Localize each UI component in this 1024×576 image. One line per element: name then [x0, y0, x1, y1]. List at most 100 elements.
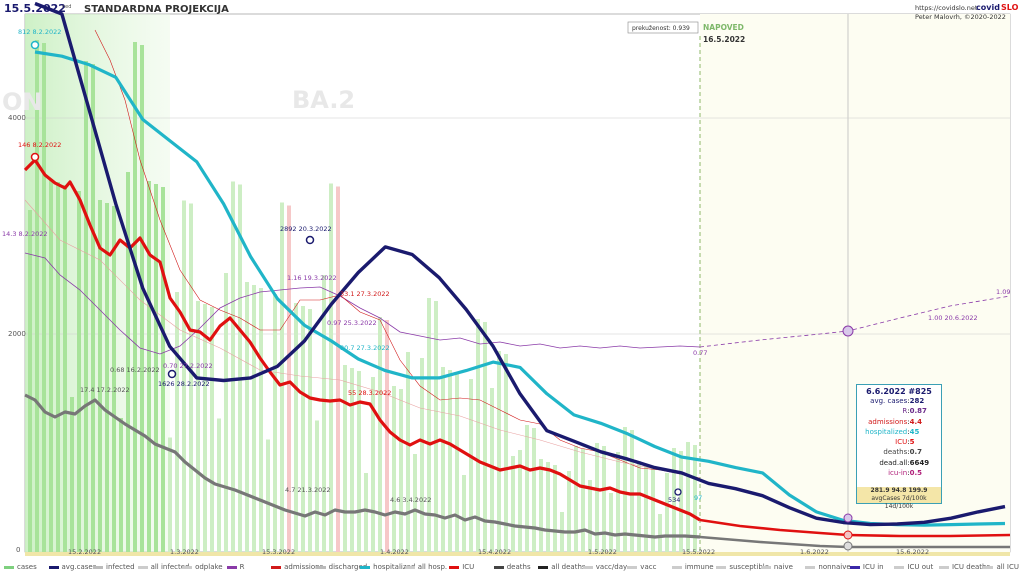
- case-bar: [686, 442, 690, 552]
- legend-item[interactable]: avg.cases: [48, 563, 96, 571]
- info-value: 0.5: [909, 469, 923, 478]
- case-bar: [140, 45, 144, 552]
- legend-item[interactable]: deaths: [493, 563, 531, 571]
- case-bar: [567, 471, 571, 552]
- legend-label: all infected: [150, 563, 190, 571]
- info-foot-label: avgCases 7d/100k 14d/100k: [871, 495, 927, 510]
- legend-item[interactable]: admissions: [271, 563, 323, 571]
- info-value: 6649: [909, 458, 930, 467]
- case-bar: [308, 309, 312, 552]
- legend-item[interactable]: infected: [93, 563, 135, 571]
- case-bar: [238, 184, 242, 552]
- case-bar: [294, 303, 298, 552]
- legend-swatch: [894, 565, 905, 569]
- annot-adm-peak: 33.1 27.3.2022: [340, 290, 390, 298]
- legend-label: ICU in: [862, 563, 884, 571]
- legend-item[interactable]: ICU deaths: [938, 563, 990, 571]
- annot-r-peak2: 1.16 19.3.2022: [287, 274, 337, 282]
- exceed-box: [627, 21, 699, 34]
- legend-item[interactable]: all deaths: [538, 563, 586, 571]
- x-tick-5: 1.5.2022: [588, 548, 617, 556]
- info-sep: :: [907, 458, 910, 467]
- case-bar: [147, 181, 151, 552]
- bg-left-label: ON: [2, 88, 43, 116]
- info-value: 5: [909, 438, 915, 447]
- annot-r-peak: 14.3 8.2.2022: [2, 230, 47, 238]
- x-tick-7: 1.6.2022: [800, 548, 829, 556]
- marker-cases-current: [674, 488, 682, 496]
- case-bar: [126, 172, 130, 552]
- case-bar: [693, 445, 697, 552]
- info-sep: :: [907, 469, 910, 478]
- annot-r-end: 1.09: [996, 288, 1010, 296]
- info-row: dead.all:6649: [857, 458, 941, 468]
- case-bar: [490, 388, 494, 552]
- case-bar: [301, 306, 305, 552]
- marker-cases-min: [167, 369, 177, 379]
- annot-icu-peak2: 55 28.3.2022: [348, 389, 391, 397]
- legend-item[interactable]: ICU out: [894, 563, 933, 571]
- info-foot-values: 281.9 94.8 199.9: [870, 487, 928, 494]
- info-title: 6.6.2022 #825: [866, 387, 932, 396]
- info-row: R:0.87: [857, 406, 941, 416]
- legend-swatch: [449, 565, 460, 569]
- legend-item[interactable]: ICU: [449, 563, 474, 571]
- case-bar: [196, 301, 200, 552]
- legend-item[interactable]: cases: [4, 563, 37, 571]
- legend-label: ICU out: [907, 563, 934, 571]
- case-bar: [504, 354, 508, 552]
- case-bar: [539, 459, 543, 552]
- case-bar: [441, 367, 445, 552]
- info-row: avg. cases:282: [857, 396, 941, 406]
- legend-item[interactable]: discharged: [315, 563, 367, 571]
- case-bar: [336, 186, 340, 552]
- case-bar: [385, 320, 389, 552]
- case-bar: [553, 465, 557, 552]
- legend-item[interactable]: naive: [760, 563, 793, 571]
- legend-label: odplake: [195, 563, 223, 571]
- info-row: admissions:4.4: [857, 417, 941, 427]
- deaths-line: [24, 393, 701, 539]
- case-bar: [581, 449, 585, 552]
- case-bar: [644, 464, 648, 552]
- legend-label: immune: [684, 563, 714, 571]
- legend-item[interactable]: immune: [671, 563, 714, 571]
- legend-item[interactable]: susceptible: [716, 563, 769, 571]
- legend-label: hospitalized: [373, 563, 416, 571]
- info-key: hospitalized: [865, 427, 908, 436]
- legend-item[interactable]: odplake: [182, 563, 223, 571]
- legend-swatch: [627, 565, 638, 569]
- legend-label: infected: [106, 563, 135, 571]
- legend-label: all hosp.: [417, 563, 448, 571]
- case-bar: [658, 514, 662, 552]
- info-key: admissions: [868, 417, 908, 426]
- annot-icu-peak: 146 8.2.2022: [18, 141, 61, 149]
- annot-cases-min: 1626 28.2.2022: [158, 380, 210, 388]
- info-row: deaths:0.7: [857, 447, 941, 457]
- case-bar: [322, 275, 326, 552]
- legend-item[interactable]: all hosp.: [404, 563, 448, 571]
- icu-line: [23, 158, 701, 522]
- info-sep: :: [907, 397, 910, 405]
- case-bar: [315, 420, 319, 552]
- forecast-label: NAPOVED: [703, 23, 744, 32]
- legend-item[interactable]: ICU in: [849, 563, 884, 571]
- case-bar: [602, 446, 606, 552]
- legend-item[interactable]: all infected: [137, 563, 190, 571]
- legend-swatch: [671, 565, 682, 569]
- legend-item[interactable]: hospitalized: [360, 563, 415, 571]
- case-bar: [525, 425, 529, 552]
- case-bar: [35, 40, 39, 552]
- legend-item[interactable]: all ICU: [983, 563, 1019, 571]
- legend-item[interactable]: vacc/day: [582, 563, 627, 571]
- info-key: dead.all: [879, 458, 908, 467]
- legend-item[interactable]: nonnaive: [805, 563, 851, 571]
- info-key: ICU: [895, 438, 908, 447]
- site-url: https://covidslo.net: [915, 4, 978, 12]
- case-bar: [651, 467, 655, 552]
- legend-item[interactable]: vacc: [627, 563, 656, 571]
- info-foot: 281.9 94.8 199.9 avgCases 7d/100k 14d/10…: [857, 487, 941, 510]
- x-tick-6: 15.5.2022: [682, 548, 715, 556]
- legend-item[interactable]: R: [226, 563, 244, 571]
- case-bar: [98, 200, 102, 552]
